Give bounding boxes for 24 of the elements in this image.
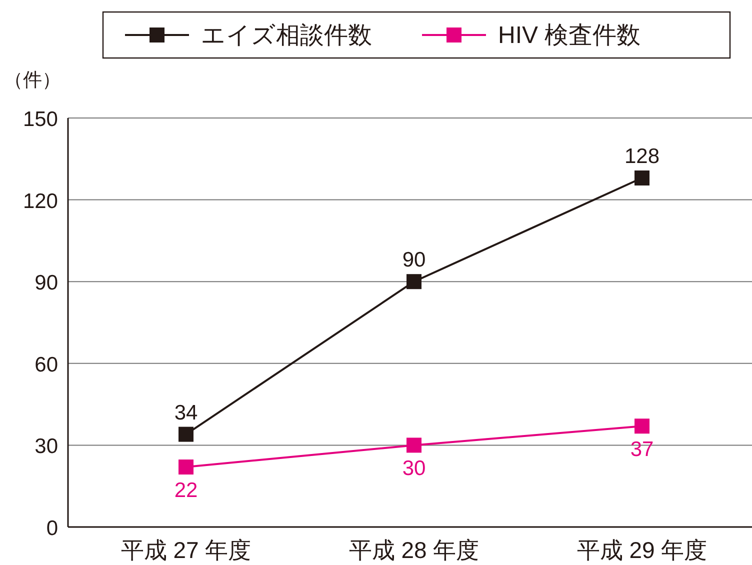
point bbox=[406, 274, 422, 290]
legend-label: エイズ相談件数 bbox=[201, 22, 372, 49]
x-tick-label: 平成 27 年度 bbox=[120, 537, 252, 563]
x-tick-label: 平成 29 年度 bbox=[576, 537, 708, 563]
data-label: 30 bbox=[402, 457, 426, 480]
data-label: 22 bbox=[174, 479, 198, 502]
y-tick-label: 0 bbox=[46, 517, 58, 540]
point bbox=[406, 438, 422, 453]
y-tick-label: 90 bbox=[34, 272, 58, 295]
y-tick-label: 150 bbox=[22, 108, 58, 131]
point bbox=[178, 426, 194, 442]
data-label: 90 bbox=[402, 248, 426, 272]
point bbox=[178, 460, 194, 475]
data-label: 34 bbox=[174, 401, 198, 424]
x-tick-label: 平成 28 年度 bbox=[348, 537, 480, 563]
data-label: 128 bbox=[624, 144, 660, 168]
data-label: 37 bbox=[630, 438, 654, 462]
point bbox=[634, 170, 650, 186]
legend-label: HIV 検査件数 bbox=[498, 22, 641, 49]
y-tick-label: 120 bbox=[22, 190, 58, 213]
point bbox=[634, 418, 650, 434]
y-axis-title: （件） bbox=[4, 70, 61, 91]
y-tick-label: 60 bbox=[34, 353, 58, 376]
y-tick-label: 30 bbox=[34, 435, 58, 458]
